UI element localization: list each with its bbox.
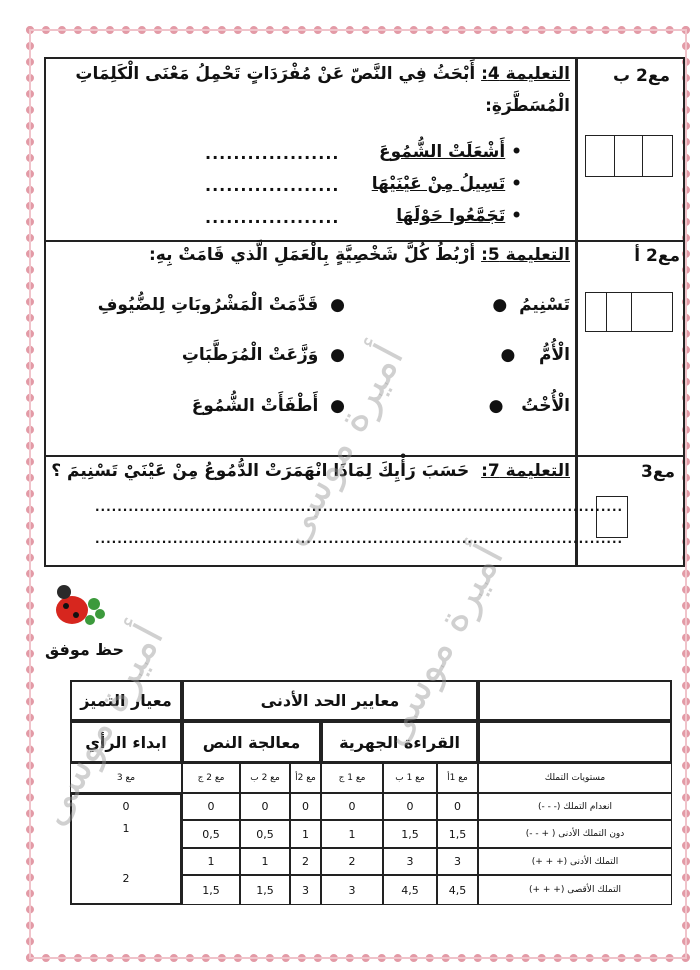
action-item[interactable]: ● قَدَّمَتْ الْمَشْرُوبَاتِ لِلضُّيُوفِ [97, 295, 345, 315]
score-box [596, 496, 628, 538]
score-cell: 1 [240, 848, 290, 875]
task4-item: • أَشْعَلَتْ الشُّمُوعَ [379, 142, 522, 162]
task7-section [44, 455, 685, 567]
task7-label: التعليمة 7: [481, 461, 570, 481]
reading-header: القراءة الجهرية [321, 721, 478, 763]
task4-criterion: مع2 ب [613, 66, 670, 86]
empty-header [478, 721, 672, 763]
column-header: مع 2 ج [182, 763, 240, 793]
score-cell: 3 [437, 848, 478, 875]
score-cell: 0,5 [240, 820, 290, 848]
character-item[interactable]: الْأُخْتُ ● [488, 396, 570, 416]
task7-text: حَسَبَ رَأْيِكَ لِمَاذَا انْهَمَرَتْ الد… [51, 461, 470, 481]
task4-text: أَبْحَثُ فِي النَّصّ عَنْ مُفْرَدَاتٍ تَ… [75, 64, 476, 84]
excellence-cell [70, 793, 182, 905]
score-cell: 1,5 [240, 875, 290, 905]
empty-header [478, 680, 672, 721]
score-cell: 0 [383, 793, 437, 820]
answer-blank[interactable]: ................... [205, 176, 340, 195]
score-box [585, 292, 673, 332]
column-header: مع 1أ [437, 763, 478, 793]
answer-blank[interactable]: ................... [205, 144, 340, 163]
task4-item: • تَجَمَّعُوا حَوْلَهَا [396, 206, 522, 226]
good-luck: حظ موفق [45, 640, 125, 659]
score-cell: 3 [290, 875, 321, 905]
ladybug-icon [56, 585, 105, 625]
column-header: مع 3 [70, 763, 182, 793]
excellence-value: 0 [122, 800, 130, 813]
answer-line[interactable]: ........................................… [95, 500, 624, 514]
answer-blank[interactable]: ................... [205, 208, 340, 227]
criteria-divider [575, 57, 578, 565]
column-header: مع 2 ب [240, 763, 290, 793]
opinion-header: ابداء الرأي [70, 721, 182, 763]
task7-instruction: التعليمة 7: حَسَبَ رَأْيِكَ لِمَاذَا انْ… [51, 461, 570, 481]
task5-text: أَرْبُطُ كُلَّ شَخْصِيَّةٍ بِالْعَمَلِ ا… [148, 245, 476, 265]
score-cell: 3 [383, 848, 437, 875]
score-cell: 0 [182, 793, 240, 820]
level-label: التملك الأقصى (+ + +) [478, 875, 672, 905]
character-item[interactable]: الْأُمُّ ● [500, 345, 570, 365]
level-label: انعدام التملك (- - -) [478, 793, 672, 820]
task5-criterion: مع2 أ [634, 246, 680, 266]
task4-text2: الْمُسَطَّرَةِ: [485, 96, 570, 116]
column-header: مع 1 ب [383, 763, 437, 793]
character-item[interactable]: تَسْنِيمُ ● [492, 295, 570, 315]
score-cell: 1,5 [437, 820, 478, 848]
level-label: دون التملك الأدنى ( + - -) [478, 820, 672, 848]
score-cell: 0 [321, 793, 383, 820]
score-cell: 2 [321, 848, 383, 875]
text-processing-header: معالجة النص [182, 721, 321, 763]
score-cell: 4,5 [383, 875, 437, 905]
score-cell: 0,5 [182, 820, 240, 848]
score-box [585, 135, 673, 177]
score-cell: 1,5 [383, 820, 437, 848]
score-cell: 1 [321, 820, 383, 848]
task4-instruction: التعليمة 4: أَبْحَثُ فِي النَّصّ عَنْ مُ… [75, 64, 570, 84]
score-cell: 1 [290, 820, 321, 848]
excellence-value: 1 [122, 822, 130, 835]
minimum-header: معايير الحد الأدنى [182, 680, 478, 721]
ladybug-image [50, 582, 108, 632]
task5-instruction: التعليمة 5: أَرْبُطُ كُلَّ شَخْصِيَّةٍ ب… [149, 245, 570, 265]
task4-label: التعليمة 4: [481, 64, 570, 84]
task5-label: التعليمة 5: [481, 245, 570, 265]
column-header: مع 2أ [290, 763, 321, 793]
score-cell: 2 [290, 848, 321, 875]
score-cell: 1 [182, 848, 240, 875]
score-cell: 4,5 [437, 875, 478, 905]
column-header: مع 1 ج [321, 763, 383, 793]
score-cell: 0 [290, 793, 321, 820]
action-item[interactable]: ● أَطْفَأَتْ الشُّمُوعَ [191, 396, 345, 416]
score-cell: 3 [321, 875, 383, 905]
action-item[interactable]: ● وَزَّعَتْ الْمُرَطَّبَاتِ [181, 345, 345, 365]
levels-header: مستويات التملك [478, 763, 672, 793]
task7-criterion: مع3 [641, 462, 675, 482]
score-cell: 0 [240, 793, 290, 820]
score-cell: 0 [437, 793, 478, 820]
decorative-border [26, 26, 690, 962]
answer-line[interactable]: ........................................… [95, 532, 624, 546]
level-label: التملك الأدنى (+ + +) [478, 848, 672, 875]
task4-item: • تَسِيلُ مِنْ عَيْنَيْهَا [371, 174, 522, 194]
score-cell: 1,5 [182, 875, 240, 905]
excellence-value: 2 [122, 872, 130, 885]
excellence-header: معيار التميز [70, 680, 182, 721]
